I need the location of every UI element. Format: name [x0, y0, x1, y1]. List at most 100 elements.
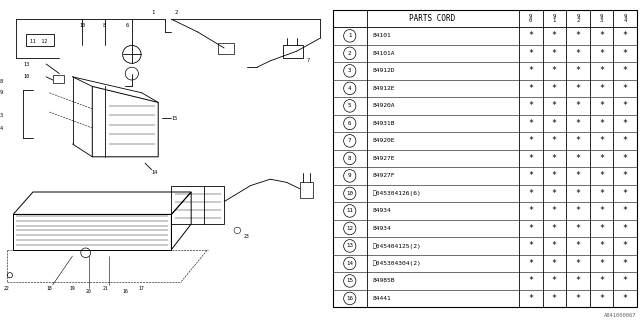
Text: *: *: [528, 294, 533, 303]
Text: *: *: [623, 294, 628, 303]
Text: *: *: [575, 189, 580, 198]
Text: 20: 20: [86, 289, 92, 294]
Text: *: *: [575, 84, 580, 93]
Text: Ⓢ045404125(2): Ⓢ045404125(2): [373, 243, 422, 249]
Text: *: *: [575, 206, 580, 215]
Text: *: *: [599, 84, 604, 93]
Text: 10: 10: [23, 74, 29, 79]
Text: 8: 8: [0, 79, 3, 84]
Text: *: *: [599, 259, 604, 268]
Text: *: *: [528, 259, 533, 268]
Text: 16: 16: [346, 296, 353, 301]
Text: *: *: [552, 294, 557, 303]
Text: *: *: [528, 241, 533, 251]
Text: *: *: [623, 119, 628, 128]
Text: *: *: [575, 172, 580, 180]
Bar: [284, 45, 303, 58]
Text: *: *: [575, 136, 580, 145]
Text: *: *: [575, 154, 580, 163]
Text: 9
0: 9 0: [529, 13, 532, 23]
Text: 84934: 84934: [373, 208, 392, 213]
Text: 11  12: 11 12: [29, 39, 47, 44]
Text: *: *: [599, 49, 604, 58]
Text: 7: 7: [348, 138, 351, 143]
Text: *: *: [528, 206, 533, 215]
Text: 11: 11: [346, 208, 353, 213]
Text: *: *: [528, 66, 533, 76]
Bar: [218, 43, 234, 54]
Text: *: *: [552, 136, 557, 145]
Text: 10: 10: [79, 23, 85, 28]
Text: 14: 14: [152, 170, 158, 175]
Text: 8: 8: [102, 23, 106, 28]
Text: 9: 9: [348, 173, 351, 179]
Text: 84101A: 84101A: [373, 51, 396, 56]
Text: PARTS CORD: PARTS CORD: [409, 14, 455, 23]
Text: 15: 15: [346, 278, 353, 284]
Text: 19: 19: [69, 285, 75, 291]
Text: *: *: [528, 119, 533, 128]
Text: *: *: [599, 101, 604, 110]
Text: *: *: [552, 189, 557, 198]
Text: *: *: [575, 276, 580, 285]
Text: *: *: [599, 172, 604, 180]
Text: *: *: [623, 66, 628, 76]
Text: *: *: [528, 101, 533, 110]
Text: *: *: [575, 224, 580, 233]
Text: *: *: [528, 189, 533, 198]
Text: 10: 10: [346, 191, 353, 196]
Text: *: *: [623, 206, 628, 215]
Text: *: *: [552, 241, 557, 251]
Text: *: *: [599, 276, 604, 285]
Text: 13: 13: [346, 244, 353, 248]
Text: *: *: [575, 294, 580, 303]
Text: *: *: [528, 172, 533, 180]
Text: 22: 22: [3, 285, 9, 291]
Text: *: *: [528, 49, 533, 58]
Text: *: *: [623, 172, 628, 180]
Text: *: *: [575, 31, 580, 40]
Text: *: *: [528, 276, 533, 285]
Text: *: *: [575, 119, 580, 128]
Text: 3: 3: [0, 113, 3, 118]
Text: 6: 6: [348, 121, 351, 126]
Bar: [52, 75, 64, 83]
Text: *: *: [552, 66, 557, 76]
Text: 6: 6: [125, 23, 129, 28]
Text: *: *: [623, 154, 628, 163]
Text: *: *: [623, 136, 628, 145]
Text: *: *: [552, 206, 557, 215]
Text: 17: 17: [138, 285, 144, 291]
Text: *: *: [552, 154, 557, 163]
Text: 84920E: 84920E: [373, 138, 396, 143]
Text: *: *: [599, 294, 604, 303]
Text: 84934: 84934: [373, 226, 392, 231]
Text: *: *: [575, 101, 580, 110]
Text: *: *: [599, 136, 604, 145]
Text: 21: 21: [102, 285, 108, 291]
Text: *: *: [552, 172, 557, 180]
Text: *: *: [623, 224, 628, 233]
Text: *: *: [623, 189, 628, 198]
Bar: [26, 34, 54, 46]
Text: *: *: [528, 136, 533, 145]
Text: *: *: [575, 66, 580, 76]
Text: *: *: [599, 66, 604, 76]
Text: 9
1: 9 1: [553, 13, 556, 23]
Text: *: *: [623, 49, 628, 58]
Text: 7: 7: [307, 58, 310, 63]
Text: 84931B: 84931B: [373, 121, 396, 126]
Text: *: *: [599, 189, 604, 198]
Text: *: *: [552, 224, 557, 233]
Text: *: *: [623, 259, 628, 268]
Text: A841000067: A841000067: [604, 313, 637, 318]
Text: 23: 23: [244, 234, 250, 239]
Text: 16: 16: [122, 289, 128, 294]
Text: *: *: [552, 259, 557, 268]
Text: 9
4: 9 4: [623, 13, 627, 23]
Text: *: *: [623, 84, 628, 93]
Text: *: *: [599, 31, 604, 40]
Text: *: *: [575, 241, 580, 251]
Text: *: *: [599, 224, 604, 233]
Text: *: *: [528, 154, 533, 163]
